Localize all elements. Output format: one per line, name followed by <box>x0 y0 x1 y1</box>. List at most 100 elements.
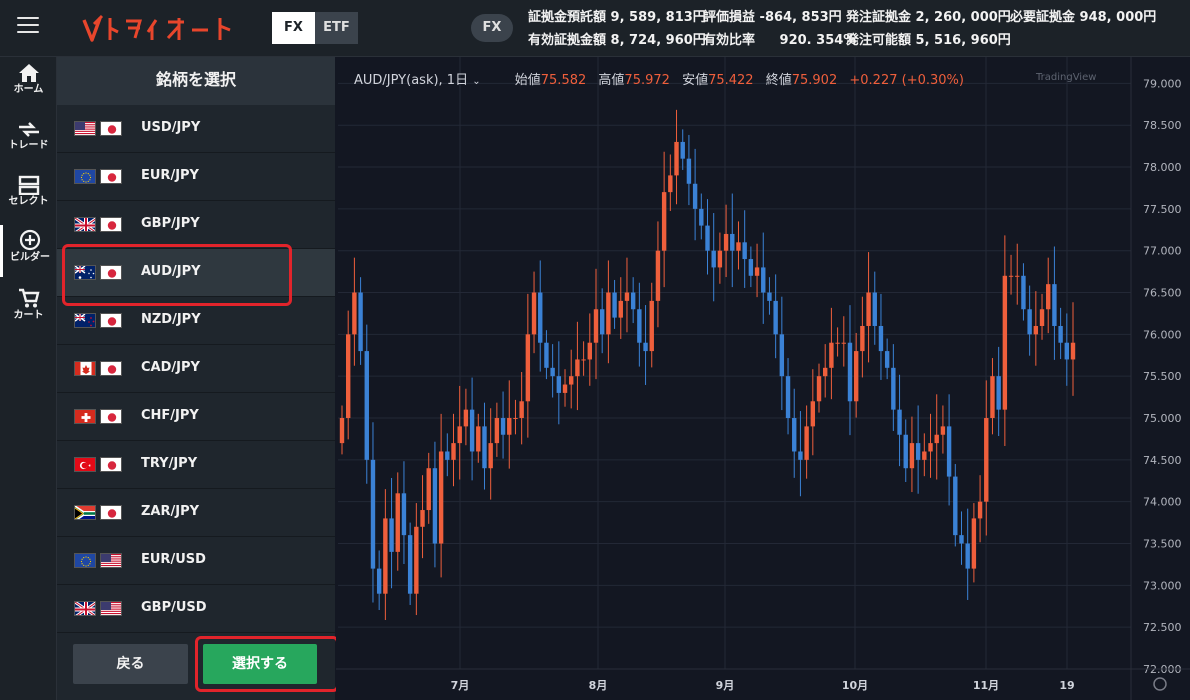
instrument-name: NZD/JPY <box>141 312 201 327</box>
instrument-name: EUR/JPY <box>141 168 199 183</box>
ch-flag-icon <box>74 409 96 424</box>
candle-body <box>569 376 574 385</box>
candle-body <box>872 292 877 326</box>
required-margin-value: 948, 000円 <box>1079 10 1157 25</box>
effective-margin-label: 有効証拠金額 <box>528 33 607 48</box>
nav-home[interactable]: ホーム <box>0 59 57 111</box>
instrument-row-nzd-jpy[interactable]: NZD/JPY <box>57 297 335 345</box>
candle-body <box>922 451 927 460</box>
currency-flags <box>74 265 122 281</box>
candle-body <box>748 259 754 276</box>
candle-body <box>866 292 871 326</box>
candle-body <box>544 342 549 368</box>
instrument-row-chf-jpy[interactable]: CHF/JPY <box>57 393 335 441</box>
candle-body <box>692 183 698 209</box>
candle-body <box>847 342 853 402</box>
za-flag-icon <box>74 505 96 520</box>
instrument-row-cad-jpy[interactable]: CAD/JPY <box>57 345 335 393</box>
nav-cart[interactable]: カート <box>0 283 57 335</box>
candle-body <box>500 418 506 435</box>
jp-flag-icon <box>100 313 122 328</box>
tr-flag-icon <box>74 457 96 472</box>
chart-canvas[interactable]: 79.000 78.500 78.000 77.500 77.000 76.500 76.0… <box>336 57 1190 700</box>
candle-body <box>971 518 977 569</box>
jp-flag-icon <box>100 265 122 280</box>
instrument-row-eur-jpy[interactable]: EUR/JPY <box>57 153 335 201</box>
candle-body <box>643 342 648 352</box>
candle-body <box>829 342 834 368</box>
menu-icon[interactable] <box>17 17 39 37</box>
nav-builder[interactable]: ビルダー <box>0 225 57 277</box>
unrealized-pl-value: -864, 853円 <box>759 10 842 25</box>
candle-body <box>581 359 586 361</box>
jp-flag-icon <box>100 409 122 424</box>
candle-body <box>1027 309 1032 335</box>
tab-fx[interactable]: FX <box>272 12 315 44</box>
instrument-row-try-jpy[interactable]: TRY/JPY <box>57 441 335 489</box>
back-button[interactable]: 戻る <box>73 644 188 684</box>
nz-flag-icon <box>74 313 96 328</box>
nav-select-label: セレクト <box>8 196 49 207</box>
top-bar: FX ETF FX 証拠金預託額 9, 589, 813円 有効証拠金額 8, … <box>0 0 1190 57</box>
low-value: 75.422 <box>708 73 754 88</box>
tab-etf[interactable]: ETF <box>315 12 358 44</box>
candle-body <box>940 426 946 435</box>
unrealized-pl-label: 評価損益 <box>703 10 756 25</box>
candle-body <box>339 418 345 444</box>
jp-flag-icon <box>100 361 122 376</box>
trade-icon <box>18 122 39 137</box>
candle-body <box>345 334 351 419</box>
candle-body <box>773 300 778 335</box>
currency-flags <box>74 409 122 425</box>
deposit-value: 9, 589, 813円 <box>610 10 706 25</box>
candle-body <box>996 376 1001 410</box>
jp-flag-icon <box>100 457 122 472</box>
candle-body <box>903 434 908 469</box>
candle-body <box>965 543 970 569</box>
us-flag-icon <box>100 553 122 568</box>
candle-body <box>717 250 723 268</box>
candle-body <box>1015 275 1020 277</box>
instrument-name: CAD/JPY <box>141 360 200 375</box>
candle-body <box>785 376 791 419</box>
candle-body <box>395 493 400 552</box>
candle-body <box>754 267 760 276</box>
jp-flag-icon <box>100 505 122 520</box>
high-label: 高値 <box>598 73 625 88</box>
select-icon <box>18 175 39 195</box>
select-button[interactable]: 選択する <box>203 644 317 684</box>
nav-select[interactable]: セレクト <box>0 171 57 223</box>
fx-account-pill[interactable]: FX <box>471 14 513 42</box>
symbol-interval-selector[interactable]: AUD/JPY(ask), 1日 <box>354 73 473 88</box>
chevron-down-icon[interactable]: ⌄ <box>472 76 481 87</box>
candle-body <box>538 292 543 343</box>
x-tick-label: 10月 <box>842 679 868 692</box>
x-tick-label: 11月 <box>973 679 999 692</box>
instrument-row-zar-jpy[interactable]: ZAR/JPY <box>57 489 335 537</box>
candle-body <box>445 451 450 460</box>
instrument-select-panel: 銘柄を選択 USD/JPY EUR/JPY GBP/JPY AUD/JPY NZD/JP… <box>57 57 335 700</box>
instrument-list: USD/JPY EUR/JPY GBP/JPY AUD/JPY NZD/JPY CAD/J… <box>57 105 335 633</box>
x-tick-label: 8月 <box>589 679 608 692</box>
instrument-row-gbp-usd[interactable]: GBP/USD <box>57 585 335 633</box>
nav-trade[interactable]: トレード <box>0 115 57 167</box>
y-tick-label: 73.500 <box>1143 538 1182 551</box>
instrument-row-usd-jpy[interactable]: USD/JPY <box>57 105 335 153</box>
candle-body <box>953 476 958 536</box>
y-tick-label: 76.500 <box>1143 287 1182 300</box>
candle-body <box>884 351 890 368</box>
instrument-row-gbp-jpy[interactable]: GBP/JPY <box>57 201 335 249</box>
candle-body <box>649 300 654 352</box>
instrument-row-eur-usd[interactable]: EUR/USD <box>57 537 335 585</box>
candle-body <box>1033 325 1039 335</box>
candle-body <box>668 175 673 193</box>
candle-body <box>711 250 716 268</box>
price-chart[interactable]: 79.000 78.500 78.000 77.500 77.000 76.500 76.0… <box>336 57 1190 700</box>
instrument-row-aud-jpy[interactable]: AUD/JPY <box>57 249 335 297</box>
close-value: 75.902 <box>791 73 838 88</box>
candle-body <box>804 426 809 460</box>
candle-body <box>383 518 388 594</box>
us-flag-icon <box>74 121 96 136</box>
left-nav: ホーム トレード セレクト ビルダー カート <box>0 57 57 700</box>
candle-body <box>1046 284 1051 310</box>
